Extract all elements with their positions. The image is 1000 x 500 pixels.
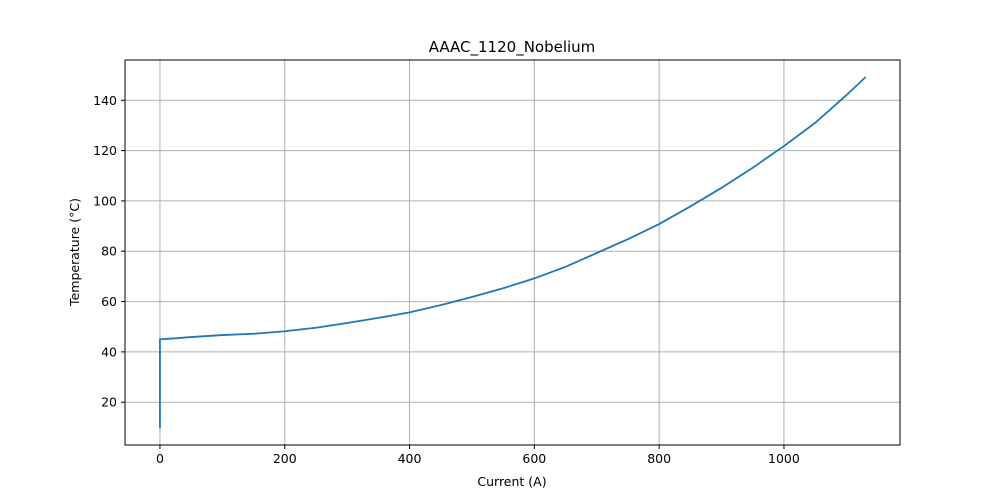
series-layer <box>159 76 867 429</box>
x-tick-label: 400 <box>398 451 422 466</box>
x-tick-label: 600 <box>522 451 546 466</box>
x-axis-label: Current (A) <box>477 474 546 489</box>
y-tick-label: 20 <box>101 395 117 410</box>
chart-title: AAAC_1120_Nobelium <box>429 38 596 57</box>
x-tick-label: 800 <box>647 451 671 466</box>
grid <box>125 60 900 445</box>
y-tick-label: 40 <box>101 344 117 359</box>
x-tick-label: 200 <box>273 451 297 466</box>
x-tick-label: 1000 <box>768 451 800 466</box>
y-tick-label: 120 <box>93 143 117 158</box>
plot-frame <box>124 59 901 446</box>
y-tick-label: 60 <box>101 294 117 309</box>
temperature-series-line <box>159 76 867 429</box>
y-tick-label: 80 <box>101 244 117 259</box>
x-tick-label: 0 <box>156 451 164 466</box>
y-tick-label: 140 <box>93 93 117 108</box>
y-tick-label: 100 <box>93 193 117 208</box>
y-axis-label: Temperature (°C) <box>67 198 82 307</box>
tick-layer: 0 200 400 600 800 1000 20 40 60 80 100 120 140 <box>93 93 800 466</box>
